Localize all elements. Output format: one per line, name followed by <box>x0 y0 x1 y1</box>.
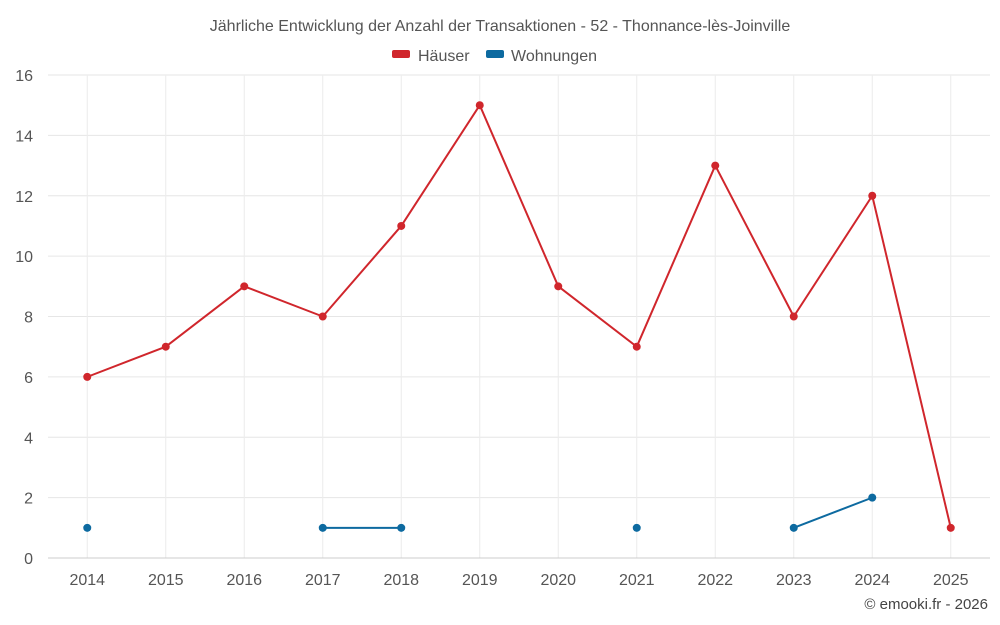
y-tick-label: 8 <box>24 310 33 327</box>
data-point[interactable] <box>632 523 641 532</box>
data-point[interactable] <box>83 372 92 381</box>
series-line <box>793 496 873 529</box>
data-point[interactable] <box>868 493 877 502</box>
x-tick-label: 2019 <box>462 572 498 589</box>
chart-title: Jährliche Entwicklung der Anzahl der Tra… <box>210 18 791 35</box>
data-point[interactable] <box>83 523 92 532</box>
legend-swatch-wohnungen <box>486 50 504 58</box>
y-tick-label: 4 <box>24 430 33 447</box>
x-axis: 2014 2015 2016 2017 2018 2019 2020 2021 2022 2023… <box>48 557 990 589</box>
x-tick-label: 2023 <box>776 572 812 589</box>
x-tick-label: 2016 <box>226 572 262 589</box>
legend-item-wohnungen[interactable]: Wohnungen <box>486 48 597 65</box>
x-tick-label: 2015 <box>148 572 184 589</box>
x-tick-label: 2021 <box>619 572 655 589</box>
data-point[interactable] <box>397 523 406 532</box>
data-point[interactable] <box>789 523 798 532</box>
legend-item-haeuser[interactable]: Häuser <box>392 48 470 65</box>
y-tick-label: 16 <box>15 68 33 85</box>
y-tick-label: 2 <box>24 491 33 508</box>
legend-label-wohnungen: Wohnungen <box>511 48 597 65</box>
y-axis: 0 2 4 6 8 10 12 14 16 <box>15 68 33 568</box>
x-tick-label: 2014 <box>69 572 105 589</box>
y-tick-label: 12 <box>15 189 33 206</box>
x-tick-label: 2018 <box>383 572 419 589</box>
data-point[interactable] <box>946 523 955 532</box>
grid <box>48 74 990 558</box>
legend: Häuser Wohnungen <box>392 48 597 65</box>
series-0 <box>83 101 955 532</box>
x-tick-label: 2017 <box>305 572 341 589</box>
y-tick-label: 0 <box>24 551 33 568</box>
data-point[interactable] <box>711 161 720 170</box>
y-tick-label: 10 <box>15 249 33 266</box>
credit-text: © emooki.fr - 2026 <box>864 596 988 613</box>
x-tick-label: 2025 <box>933 572 969 589</box>
data-point[interactable] <box>475 101 484 110</box>
series-line <box>86 104 952 529</box>
y-tick-label: 6 <box>24 370 33 387</box>
data-point[interactable] <box>789 312 798 321</box>
series-1 <box>83 493 877 532</box>
data-point[interactable] <box>318 523 327 532</box>
data-point[interactable] <box>632 342 641 351</box>
data-point[interactable] <box>554 282 563 291</box>
x-tick-label: 2022 <box>697 572 733 589</box>
data-point[interactable] <box>318 312 327 321</box>
data-point[interactable] <box>240 282 249 291</box>
data-point[interactable] <box>868 191 877 200</box>
x-tick-label: 2024 <box>854 572 890 589</box>
series-layer <box>83 101 955 532</box>
y-tick-label: 14 <box>15 128 33 145</box>
legend-swatch-haeuser <box>392 50 410 58</box>
data-point[interactable] <box>161 342 170 351</box>
legend-label-haeuser: Häuser <box>418 48 470 65</box>
x-tick-label: 2020 <box>540 572 576 589</box>
data-point[interactable] <box>397 221 406 230</box>
